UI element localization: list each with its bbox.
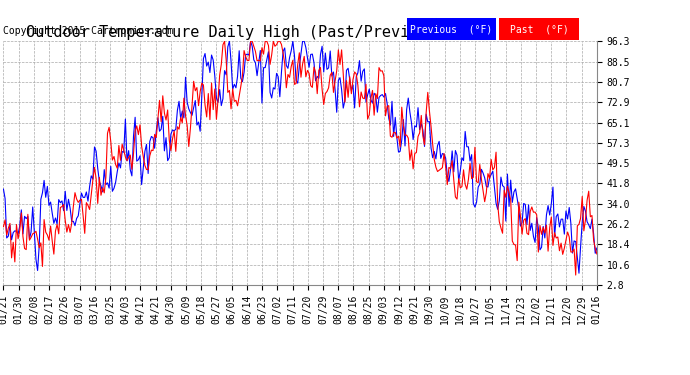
Text: Previous  (°F): Previous (°F) (411, 24, 493, 34)
Title: Outdoor Temperature Daily High (Past/Previous Year) 20150121: Outdoor Temperature Daily High (Past/Pre… (26, 25, 574, 40)
Text: Past  (°F): Past (°F) (510, 24, 569, 34)
Text: Copyright 2015 Cartronics.com: Copyright 2015 Cartronics.com (3, 26, 174, 36)
FancyBboxPatch shape (499, 18, 579, 40)
FancyBboxPatch shape (407, 18, 496, 40)
